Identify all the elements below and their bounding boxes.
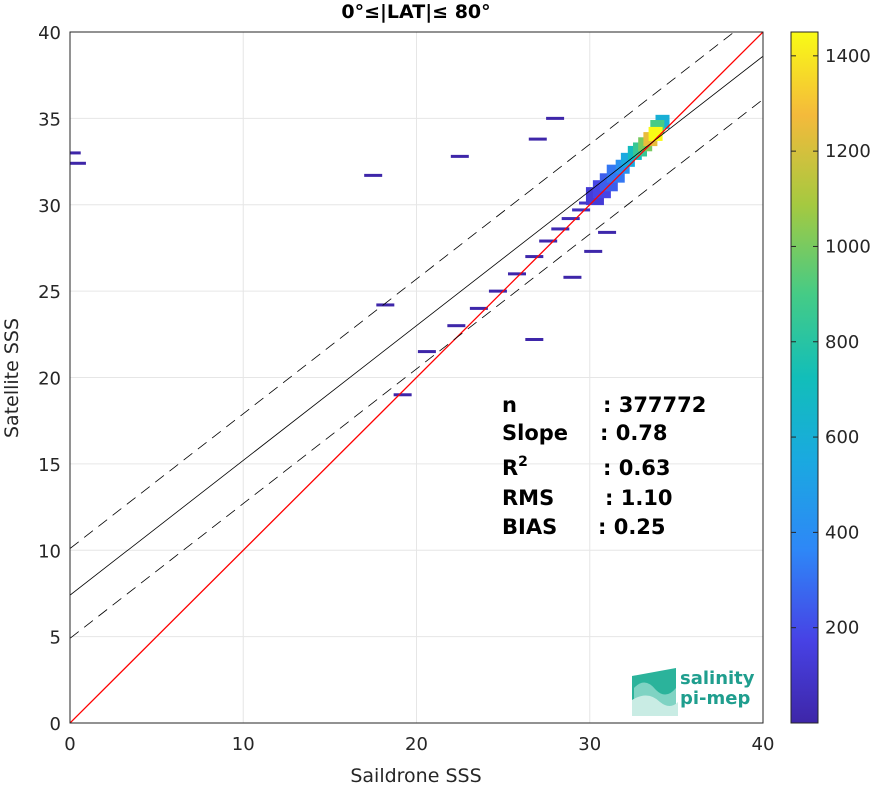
density-cell xyxy=(584,249,603,253)
plot-frame xyxy=(69,31,764,724)
y-tick-label: 30 xyxy=(38,196,61,217)
density-cell xyxy=(546,116,565,120)
density-cell xyxy=(393,393,412,397)
logo-line-1: salinity xyxy=(680,668,755,689)
stat-value: : 1.10 xyxy=(605,486,673,510)
y-tick-label: 15 xyxy=(38,455,61,476)
colorbar-tick-label: 400 xyxy=(825,522,859,543)
colorbar-tick-label: 600 xyxy=(825,427,859,448)
y-tick-label: 25 xyxy=(38,282,61,303)
y-tick-label: 0 xyxy=(50,714,61,735)
stat-label-sup: 2 xyxy=(518,454,528,470)
x-tick-label: 10 xyxy=(232,734,255,755)
line-fit+2std xyxy=(70,32,735,549)
logo-wave-icon xyxy=(632,668,678,716)
density-cell xyxy=(525,255,544,259)
density-cell xyxy=(561,217,580,221)
y-tick-label: 20 xyxy=(38,369,61,390)
stat-value: : 377772 xyxy=(603,393,706,417)
colorbar-tick-label: 1000 xyxy=(825,236,871,257)
density-cell xyxy=(598,230,617,234)
colorbar-tick-label: 200 xyxy=(825,618,859,639)
colorbar-tick-label: 1400 xyxy=(825,46,871,67)
regression-lines xyxy=(70,32,763,723)
chart-title: 0°≤|LAT|≤ 80° xyxy=(341,1,490,23)
density-cell xyxy=(469,306,488,310)
density-cell xyxy=(551,227,570,231)
density-cell xyxy=(450,154,469,158)
stat-label: n xyxy=(502,393,517,417)
x-tick-label: 30 xyxy=(578,734,601,755)
colorbar xyxy=(790,31,819,724)
stat-label: Slope xyxy=(502,421,568,445)
salinity-pi-mep-logo: salinity pi-mep xyxy=(632,668,755,716)
stat-value: : 0.25 xyxy=(598,515,666,539)
density-cell xyxy=(525,337,544,341)
x-tick-labels: 0 10 20 30 40 xyxy=(64,734,774,755)
line-1:1 xyxy=(70,32,763,723)
density-cell xyxy=(417,350,436,354)
line-fit-2std xyxy=(70,99,763,639)
density-cell xyxy=(563,275,582,279)
stat-label: BIAS xyxy=(502,515,557,539)
y-tick-label: 40 xyxy=(38,23,61,44)
stat-label: RMS xyxy=(502,486,554,510)
density-cell xyxy=(70,161,86,165)
y-tick-label: 35 xyxy=(38,109,61,130)
logo-line-2: pi-mep xyxy=(680,688,750,709)
y-tick-labels: 0 5 10 15 20 25 30 35 40 xyxy=(38,23,61,735)
density-cell xyxy=(572,208,591,212)
stat-value: : 0.63 xyxy=(603,456,671,480)
y-axis-label: Satellite SSS xyxy=(1,318,23,438)
line-fit xyxy=(70,55,763,596)
colorbar-tick-label: 1200 xyxy=(825,141,871,162)
density-cell xyxy=(376,303,395,307)
density-cell xyxy=(528,137,547,141)
x-tick-label: 0 xyxy=(64,734,75,755)
x-tick-label: 40 xyxy=(752,734,775,755)
density-cell xyxy=(539,239,558,243)
density-cell xyxy=(488,289,507,293)
x-tick-label: 20 xyxy=(405,734,428,755)
density-cell xyxy=(507,272,526,276)
x-axis-label: Saildrone SSS xyxy=(350,765,481,786)
y-tick-label: 10 xyxy=(38,541,61,562)
colorbar-tick-label: 800 xyxy=(825,332,859,353)
density-cell xyxy=(447,324,466,328)
y-tick-label: 5 xyxy=(50,628,61,649)
colorbar-tick-labels: 200 400 600 800 1000 1200 1400 xyxy=(791,46,871,639)
stat-value: : 0.78 xyxy=(600,421,668,445)
density-cell xyxy=(70,151,81,155)
density-cell xyxy=(364,173,383,177)
